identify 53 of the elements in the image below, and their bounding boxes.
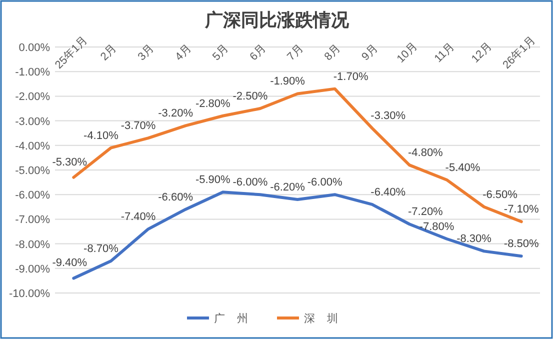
data-label: -6.50%	[482, 188, 518, 201]
data-label: -1.90%	[270, 76, 306, 88]
data-label: -3.30%	[370, 110, 406, 122]
x-tick-label: 6月	[248, 42, 268, 64]
x-tick-label: 10月	[394, 40, 420, 66]
data-label: -8.30%	[456, 233, 492, 246]
data-label: -8.70%	[84, 243, 119, 256]
data-label: -5.90%	[195, 174, 231, 186]
data-label: -6.00%	[307, 176, 342, 189]
x-tick-label: 7月	[285, 42, 306, 64]
data-label: -2.50%	[232, 90, 268, 102]
data-label: -6.20%	[270, 182, 306, 194]
x-tick-label: 12月	[469, 40, 494, 66]
legend-label: 深 圳	[304, 312, 338, 325]
data-label: -5.30%	[52, 156, 88, 168]
x-tick-label: 3月	[136, 42, 156, 64]
chart-title: 广深同比涨跌情况	[204, 10, 350, 30]
data-label: -7.20%	[408, 206, 444, 218]
y-tick-label: -1.00%	[15, 66, 50, 79]
y-tick-label: -7.00%	[15, 214, 50, 226]
y-tick-label: -4.00%	[15, 140, 50, 152]
y-tick-label: -3.00%	[15, 116, 50, 128]
x-tick-label: 8月	[322, 42, 343, 64]
data-label: -4.80%	[408, 147, 444, 160]
x-tick-label: 9月	[360, 42, 380, 64]
data-label: -3.20%	[158, 108, 194, 120]
data-label: -7.40%	[120, 211, 156, 224]
data-label: -9.40%	[52, 257, 88, 270]
y-tick-label: -10.00%	[9, 288, 50, 300]
data-label: -7.80%	[419, 220, 454, 233]
data-label: -6.60%	[158, 191, 194, 204]
data-label: -3.70%	[120, 120, 156, 132]
x-tick-label: 5月	[210, 42, 232, 64]
x-tick-label: 11月	[432, 40, 457, 66]
y-tick-label: -6.00%	[15, 190, 50, 202]
legend-label: 广 州	[214, 312, 248, 325]
y-tick-label: -8.00%	[15, 238, 50, 251]
x-tick-label: 26年1月	[500, 34, 538, 72]
data-label: -7.10%	[504, 204, 539, 216]
y-tick-label: -9.00%	[15, 263, 50, 276]
x-tick-label: 4月	[173, 42, 194, 64]
y-tick-label: -2.00%	[15, 91, 50, 104]
data-label: -4.10%	[84, 130, 119, 142]
data-label: -8.50%	[504, 238, 539, 250]
data-label: -1.70%	[333, 70, 368, 83]
x-tick-label: 2月	[98, 42, 120, 64]
data-label: -6.40%	[370, 186, 406, 198]
y-tick-label: -5.00%	[15, 165, 50, 177]
y-tick-label: 0.00%	[18, 42, 50, 54]
x-tick-label: 25年1月	[53, 34, 90, 72]
data-label: -6.00%	[232, 176, 268, 189]
data-label: -5.40%	[445, 162, 480, 174]
data-label: -2.80%	[195, 98, 231, 110]
